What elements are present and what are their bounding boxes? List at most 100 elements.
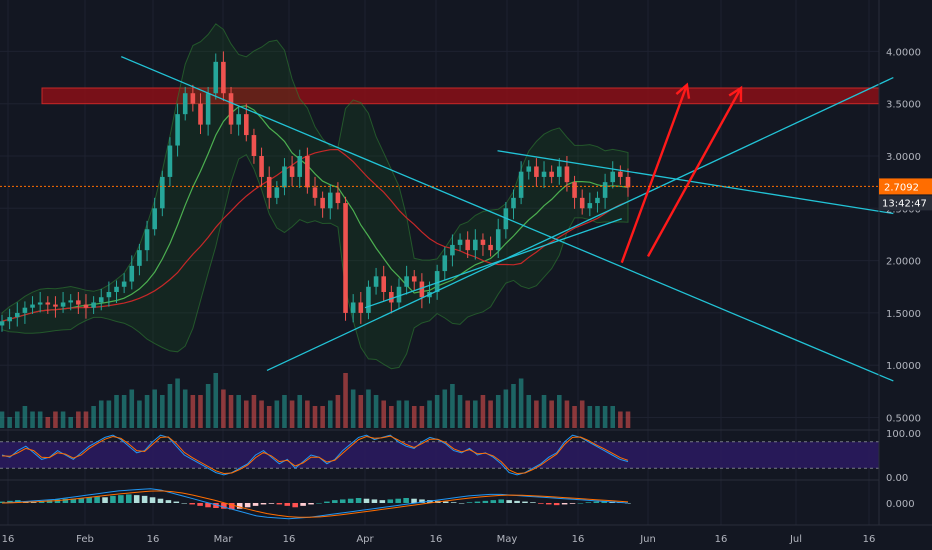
macd-histogram-bar (110, 495, 116, 503)
volume-bar (358, 395, 364, 428)
candle-body (579, 197, 585, 209)
candle-body (411, 276, 417, 282)
candle-body (175, 114, 180, 146)
candle-body (404, 276, 409, 287)
date-tick-label: Apr (356, 534, 374, 545)
macd-histogram-bar (458, 503, 465, 504)
price-tick-label: 4.0000 (886, 47, 921, 58)
candle-body (137, 250, 142, 266)
date-tick-label: Mar (214, 534, 234, 545)
candle-body (228, 93, 234, 125)
volume-bar (305, 400, 310, 428)
volume-bar (266, 406, 272, 428)
date-tick-label: 16 (715, 534, 728, 545)
trendline-layer[interactable] (121, 56, 894, 382)
macd-histogram-bar (332, 500, 338, 503)
candle-body (511, 197, 516, 209)
candle-body (358, 302, 364, 313)
volume-bar (221, 389, 226, 428)
volume-bar (320, 406, 325, 428)
candle-body (450, 244, 455, 256)
volume-bar (205, 384, 211, 428)
date-tick-label: 16 (2, 534, 15, 545)
candle-body (534, 166, 539, 177)
candle-body (488, 244, 493, 251)
candle-body (30, 304, 35, 308)
candle-body (335, 192, 341, 204)
arrow-layer[interactable] (620, 82, 743, 264)
countdown-label: 13:42:47 (882, 198, 927, 209)
volume-bar (602, 406, 608, 428)
price-tick-label: 1.5000 (886, 309, 921, 320)
macd-histogram-bar (482, 500, 489, 503)
candle-body (602, 182, 608, 198)
trendline-ascending-lower (266, 76, 894, 372)
projection-arrow (620, 84, 689, 264)
candle-body (595, 197, 600, 204)
price-tick-label: 2.0000 (886, 257, 921, 268)
macd-histogram-bar (514, 500, 520, 503)
candle-body (289, 166, 295, 177)
volume-bar (450, 384, 455, 428)
candle-body (190, 93, 196, 104)
volume-bar (488, 400, 493, 428)
stoch-tick-label: 100.00 (886, 429, 921, 440)
macd-histogram-bar (181, 503, 188, 504)
candle-body (182, 93, 188, 115)
macd-histogram-bar (38, 501, 45, 503)
projection-arrow-head (675, 82, 691, 99)
macd-tick-label: 0.000 (886, 499, 915, 510)
candle-body (327, 192, 333, 209)
macd-histogram-bar (355, 498, 362, 503)
volume-bar (442, 389, 448, 428)
volume-bar (30, 411, 35, 428)
macd-histogram-bar (395, 498, 401, 503)
candle-body (251, 135, 257, 156)
candle-body (282, 166, 287, 188)
macd-histogram-bar (173, 501, 180, 503)
macd-histogram-bar (221, 503, 227, 509)
volume-bar (7, 417, 12, 428)
volume-bar (236, 395, 241, 428)
volume-bar (541, 395, 547, 428)
volume-bar (228, 395, 234, 428)
macd-histogram-bar (78, 498, 85, 503)
macd-histogram-bar (157, 498, 164, 503)
candle-body (549, 171, 554, 177)
projection-arrow (646, 87, 743, 258)
moving-average-slow (1, 148, 629, 322)
macd-histogram-bar (490, 500, 497, 503)
volume-bar (335, 395, 341, 428)
candle-body (541, 171, 547, 177)
volume-bar (373, 395, 379, 428)
macd-histogram-bar (260, 503, 267, 505)
candle-body (114, 286, 119, 292)
macd-histogram-bar (403, 498, 409, 503)
macd-histogram-bar (498, 499, 504, 503)
volume-bar (37, 411, 43, 428)
volume-bar (610, 406, 616, 428)
candle-body (98, 297, 104, 303)
trendline-descending-upper (497, 150, 894, 215)
macd-histogram-bar (252, 503, 259, 506)
volume-bar (137, 400, 142, 428)
candle-body (221, 61, 226, 94)
volume-bar (144, 395, 150, 428)
volume-bar (312, 406, 318, 428)
candle-body (465, 239, 470, 251)
volume-bar (167, 384, 173, 428)
stochastic-rsi-panel (0, 434, 879, 476)
volume-bar (350, 389, 356, 428)
volume-bar (572, 406, 577, 428)
current-price-badge (879, 178, 932, 195)
candle-body (76, 300, 81, 305)
stoch-d-line (1, 435, 629, 475)
macd-histogram-bar (94, 496, 100, 503)
candle-body (274, 187, 280, 198)
volume-bar (68, 417, 73, 428)
macd-histogram-bar (411, 498, 417, 503)
macd-histogram-bar (0, 501, 5, 503)
candle-body (312, 187, 318, 198)
